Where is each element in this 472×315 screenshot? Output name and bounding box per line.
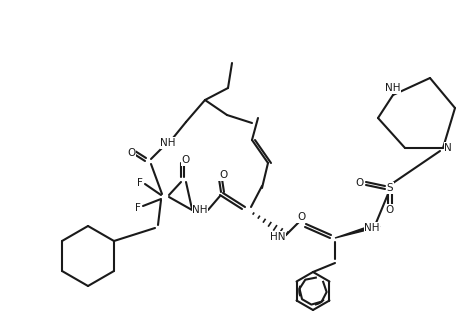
Text: F: F bbox=[135, 203, 141, 213]
Text: NH: NH bbox=[385, 83, 401, 93]
Text: NH: NH bbox=[160, 138, 176, 148]
Text: N: N bbox=[444, 143, 452, 153]
Text: O: O bbox=[127, 148, 135, 158]
Text: O: O bbox=[182, 155, 190, 165]
Text: S: S bbox=[387, 183, 393, 193]
Text: O: O bbox=[356, 178, 364, 188]
Polygon shape bbox=[335, 223, 379, 238]
Text: NH: NH bbox=[364, 223, 380, 233]
Text: F: F bbox=[137, 178, 143, 188]
Text: NH: NH bbox=[192, 205, 208, 215]
Text: O: O bbox=[219, 170, 227, 180]
Text: O: O bbox=[297, 212, 305, 222]
Text: HN: HN bbox=[270, 232, 286, 242]
Text: O: O bbox=[386, 205, 394, 215]
